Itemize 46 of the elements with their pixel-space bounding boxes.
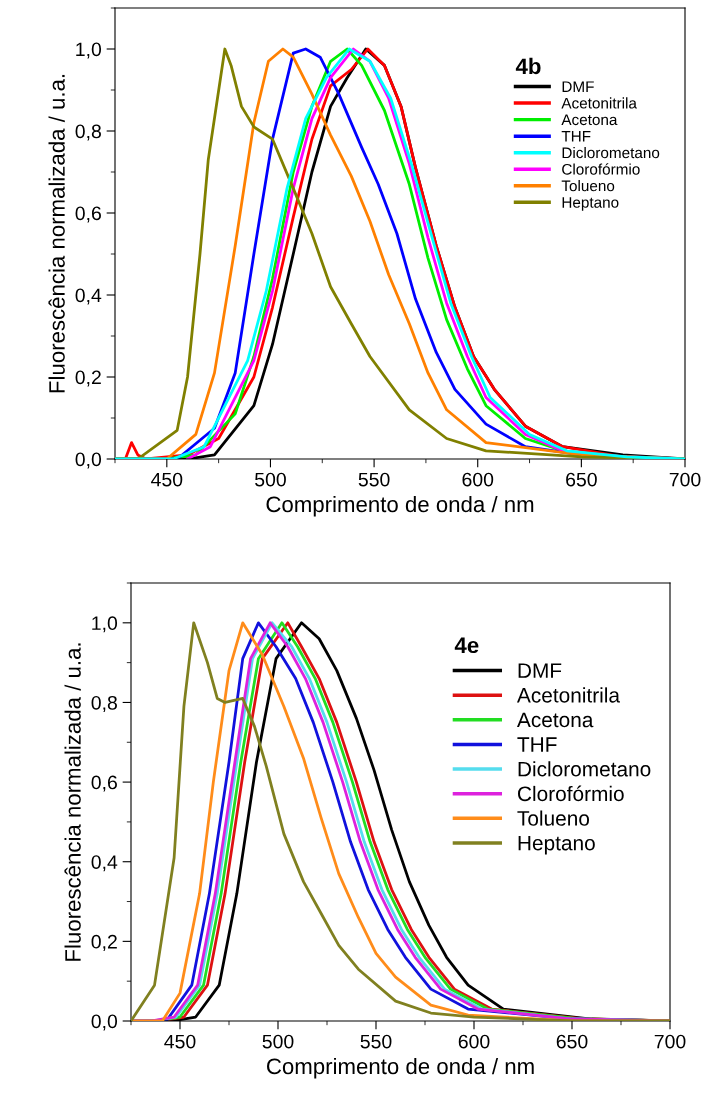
legend-label: Heptano bbox=[518, 835, 595, 855]
x-tick-label: 700 bbox=[669, 472, 701, 487]
legend-label: Tolueno bbox=[561, 180, 615, 192]
legend-label: Diclorometano bbox=[518, 761, 651, 777]
x-tick-label: 500 bbox=[262, 1034, 294, 1049]
y-tick-label: 0,8 bbox=[75, 124, 101, 141]
legend-label: DMF bbox=[562, 81, 594, 92]
legend-label: Acetona bbox=[516, 712, 594, 728]
y-tick-label: 0,4 bbox=[91, 855, 118, 872]
legend-title: 4e bbox=[454, 637, 479, 654]
y-tick-label: 0,2 bbox=[91, 934, 117, 951]
x-axis-title: Comprimento de onda / nm bbox=[266, 495, 534, 517]
legend-label: THF bbox=[561, 131, 591, 142]
legend-label: Acetona bbox=[561, 114, 618, 126]
x-axis-title: Comprimento de onda / nm bbox=[267, 1057, 534, 1079]
x-tick-label: 600 bbox=[458, 1034, 490, 1049]
y-axis-title: Fluorescência normalizada / u.a. bbox=[48, 74, 65, 393]
legend-label: DMF bbox=[518, 663, 562, 678]
y-tick-label: 1,0 bbox=[92, 616, 118, 633]
y-tick-label: 0,4 bbox=[75, 288, 102, 305]
x-tick-label: 450 bbox=[151, 472, 183, 487]
y-tick-label: 0,8 bbox=[91, 695, 117, 712]
x-tick-label: 700 bbox=[654, 1034, 686, 1049]
legend-label: Acetonitrila bbox=[561, 97, 637, 109]
legend-label: Tolueno bbox=[517, 810, 590, 826]
x-tick-label: 650 bbox=[556, 1034, 588, 1049]
legend-label: Heptano bbox=[562, 197, 619, 211]
y-tick-label: 0,0 bbox=[75, 452, 102, 469]
x-tick-label: 550 bbox=[358, 472, 390, 487]
y-tick-label: 0,6 bbox=[91, 775, 117, 792]
y-tick-label: 1,0 bbox=[76, 42, 102, 59]
x-tick-label: 500 bbox=[255, 472, 286, 487]
y-tick-label: 0,0 bbox=[91, 1014, 118, 1031]
legend-label: Clorofórmio bbox=[562, 163, 640, 175]
x-tick-label: 650 bbox=[566, 472, 597, 487]
legend-title: 4b bbox=[515, 57, 541, 75]
legend-label: Diclorometano bbox=[562, 146, 660, 159]
legend-label: Acetonitrila bbox=[516, 687, 620, 703]
x-tick-label: 550 bbox=[360, 1034, 392, 1049]
x-tick-label: 600 bbox=[462, 472, 494, 487]
legend-label: Clorofórmio bbox=[518, 785, 624, 802]
y-axis-title: Fluorescência normalizada / u.a. bbox=[64, 643, 81, 961]
x-tick-label: 450 bbox=[164, 1034, 196, 1049]
y-tick-label: 0,6 bbox=[75, 206, 101, 223]
y-tick-label: 0,2 bbox=[75, 370, 101, 387]
legend-label: THF bbox=[517, 737, 557, 752]
